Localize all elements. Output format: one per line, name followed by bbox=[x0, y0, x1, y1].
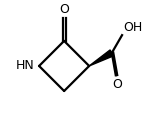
Text: O: O bbox=[112, 78, 122, 91]
Polygon shape bbox=[89, 50, 114, 66]
Text: HN: HN bbox=[16, 60, 35, 72]
Text: O: O bbox=[59, 3, 69, 16]
Text: OH: OH bbox=[123, 21, 142, 34]
